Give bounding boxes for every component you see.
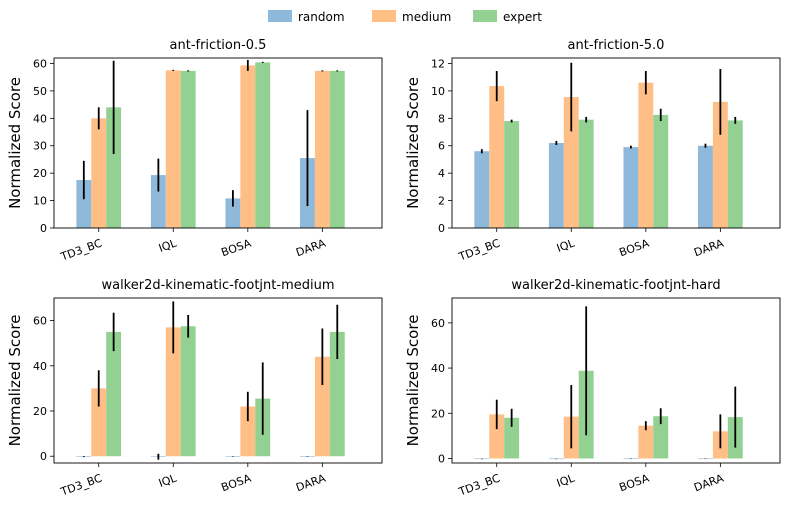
y-tick-label: 12 bbox=[431, 57, 445, 70]
legend-swatch-random bbox=[268, 10, 292, 22]
bar-expert-IQL bbox=[578, 119, 594, 228]
y-axis-label: Normalized Score bbox=[6, 77, 24, 209]
y-tick-label: 0 bbox=[40, 450, 47, 463]
x-tick-label: BOSA bbox=[618, 471, 652, 494]
chart-panel-2: ant-friction-5.0 Normalized Score 0 2 4 6 8 10 1… bbox=[404, 38, 781, 264]
chart-panel-4: walker2d-kinematic-footjnt-hard Normalize… bbox=[404, 278, 781, 499]
legend-swatch-medium bbox=[372, 10, 396, 22]
y-tick-label: 8 bbox=[438, 112, 445, 125]
bar-random-TD3_BC bbox=[474, 151, 490, 228]
bar-expert-TD3_BC bbox=[504, 121, 520, 228]
y-tick-label: 6 bbox=[438, 140, 445, 153]
x-tick-label: IQL bbox=[157, 471, 179, 490]
x-tick-label: BOSA bbox=[618, 236, 652, 259]
bar-medium-DARA bbox=[314, 356, 330, 457]
legend-label-random: random bbox=[298, 10, 345, 24]
y-axis-label: Normalized Score bbox=[404, 315, 422, 447]
bar-expert-BOSA bbox=[653, 114, 669, 228]
y-tick-label: 60 bbox=[431, 317, 445, 330]
y-tick-label: 4 bbox=[438, 167, 445, 180]
plot-frame bbox=[53, 57, 383, 229]
plot-frame bbox=[451, 57, 781, 229]
x-tick-label: BOSA bbox=[220, 236, 254, 259]
y-tick-label: 10 bbox=[33, 195, 47, 208]
bar-medium-IQL bbox=[563, 97, 579, 229]
bar-random-BOSA bbox=[623, 147, 639, 228]
y-tick-label: 0 bbox=[438, 222, 445, 235]
bar-expert-BOSA bbox=[255, 62, 271, 228]
bar-medium-IQL bbox=[165, 70, 181, 228]
plot-frame bbox=[53, 297, 383, 464]
bar-medium-TD3_BC bbox=[91, 118, 107, 228]
x-tick-label: DARA bbox=[692, 471, 726, 494]
chart-title: ant-friction-5.0 bbox=[568, 38, 665, 53]
y-tick-label: 20 bbox=[33, 405, 47, 418]
y-tick-label: 60 bbox=[33, 315, 47, 328]
x-tick-label: BOSA bbox=[220, 471, 254, 494]
bar-medium-TD3_BC bbox=[489, 86, 505, 229]
bar-medium-BOSA bbox=[638, 82, 654, 228]
y-axis-label: Normalized Score bbox=[6, 315, 24, 447]
legend: random medium expert bbox=[268, 10, 542, 24]
y-tick-label: 0 bbox=[40, 222, 47, 235]
x-tick-label: TD3_BC bbox=[58, 471, 104, 498]
bar-expert-TD3_BC bbox=[106, 331, 122, 457]
x-tick-label: IQL bbox=[555, 471, 577, 490]
bar-expert-TD3_BC bbox=[504, 417, 520, 459]
bar-random-IQL bbox=[548, 143, 564, 228]
x-tick-label: TD3_BC bbox=[456, 236, 502, 263]
bar-random-DARA bbox=[698, 145, 713, 228]
bar-medium-TD3_BC bbox=[91, 388, 107, 457]
x-tick-label: IQL bbox=[555, 236, 577, 255]
x-tick-label: TD3_BC bbox=[456, 471, 502, 498]
y-tick-label: 10 bbox=[431, 85, 445, 98]
bar-expert-IQL bbox=[180, 326, 196, 457]
y-tick-label: 40 bbox=[33, 112, 47, 125]
bar-expert-BOSA bbox=[653, 416, 669, 459]
bar-random-TD3_BC bbox=[76, 180, 92, 228]
bar-expert-DARA bbox=[329, 70, 345, 228]
bar-expert-DARA bbox=[727, 120, 743, 228]
y-tick-label: 30 bbox=[33, 140, 47, 153]
plot-frame bbox=[451, 297, 781, 464]
chart-panel-1: ant-friction-0.5 Normalized Score 0 10 20 30 4… bbox=[6, 38, 383, 264]
chart-title: walker2d-kinematic-footjnt-medium bbox=[101, 278, 334, 293]
bar-medium-IQL bbox=[165, 327, 181, 457]
legend-label-expert: expert bbox=[503, 10, 542, 24]
legend-swatch-expert bbox=[473, 10, 497, 22]
x-tick-label: DARA bbox=[692, 236, 726, 259]
bar-expert-IQL bbox=[180, 70, 196, 228]
legend-label-medium: medium bbox=[402, 10, 451, 24]
y-axis-label: Normalized Score bbox=[404, 77, 422, 209]
y-tick-label: 0 bbox=[438, 452, 445, 465]
bar-medium-BOSA bbox=[240, 65, 256, 228]
y-tick-label: 20 bbox=[431, 407, 445, 420]
y-tick-label: 40 bbox=[431, 362, 445, 375]
bar-expert-TD3_BC bbox=[106, 107, 122, 228]
bar-expert-DARA bbox=[329, 331, 345, 457]
bar-random-IQL bbox=[150, 175, 166, 228]
bar-medium-BOSA bbox=[240, 406, 256, 457]
y-tick-label: 40 bbox=[33, 360, 47, 373]
x-tick-label: IQL bbox=[157, 236, 179, 255]
y-tick-label: 60 bbox=[33, 57, 47, 70]
x-tick-label: TD3_BC bbox=[58, 236, 104, 263]
x-tick-label: DARA bbox=[294, 471, 328, 494]
chart-title: walker2d-kinematic-footjnt-hard bbox=[511, 278, 720, 293]
bar-medium-TD3_BC bbox=[489, 414, 505, 459]
y-tick-label: 50 bbox=[33, 85, 47, 98]
chart-panel-3: walker2d-kinematic-footjnt-medium Normali… bbox=[6, 278, 383, 499]
y-tick-label: 20 bbox=[33, 167, 47, 180]
x-tick-label: DARA bbox=[294, 236, 328, 259]
bar-medium-DARA bbox=[712, 101, 728, 228]
bar-medium-BOSA bbox=[638, 425, 654, 459]
y-tick-label: 2 bbox=[438, 195, 445, 208]
bar-random-BOSA bbox=[225, 198, 241, 228]
chart-title: ant-friction-0.5 bbox=[170, 38, 267, 53]
bar-medium-DARA bbox=[314, 70, 330, 228]
